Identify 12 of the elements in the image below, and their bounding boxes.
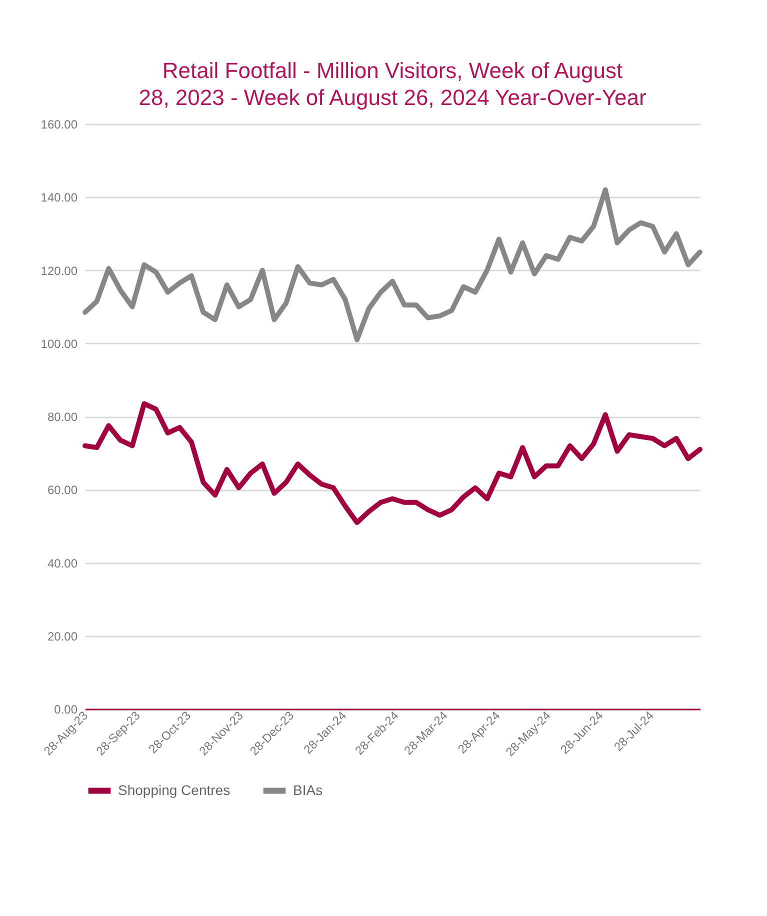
y-tick-label: 80.00 — [47, 410, 78, 424]
y-tick-label: 140.00 — [40, 190, 78, 205]
y-tick-label: 160.00 — [40, 118, 78, 132]
y-tick-label: 100.00 — [40, 336, 78, 351]
y-tick-label: 0.00 — [54, 702, 78, 716]
y-tick-label: 120.00 — [40, 264, 78, 278]
legend-label: Shopping Centres — [118, 782, 230, 798]
chart-title: Retail Footfall - Million Visitors, Week of August 28, 2023 - Week of August 26, 2024 Year-Over-Year — [138, 58, 646, 110]
y-tick-label: 60.00 — [47, 483, 78, 498]
y-tick-label: 20.00 — [47, 629, 78, 644]
y-tick-label: 40.00 — [47, 556, 78, 570]
legend-label: BIAs — [293, 782, 323, 798]
